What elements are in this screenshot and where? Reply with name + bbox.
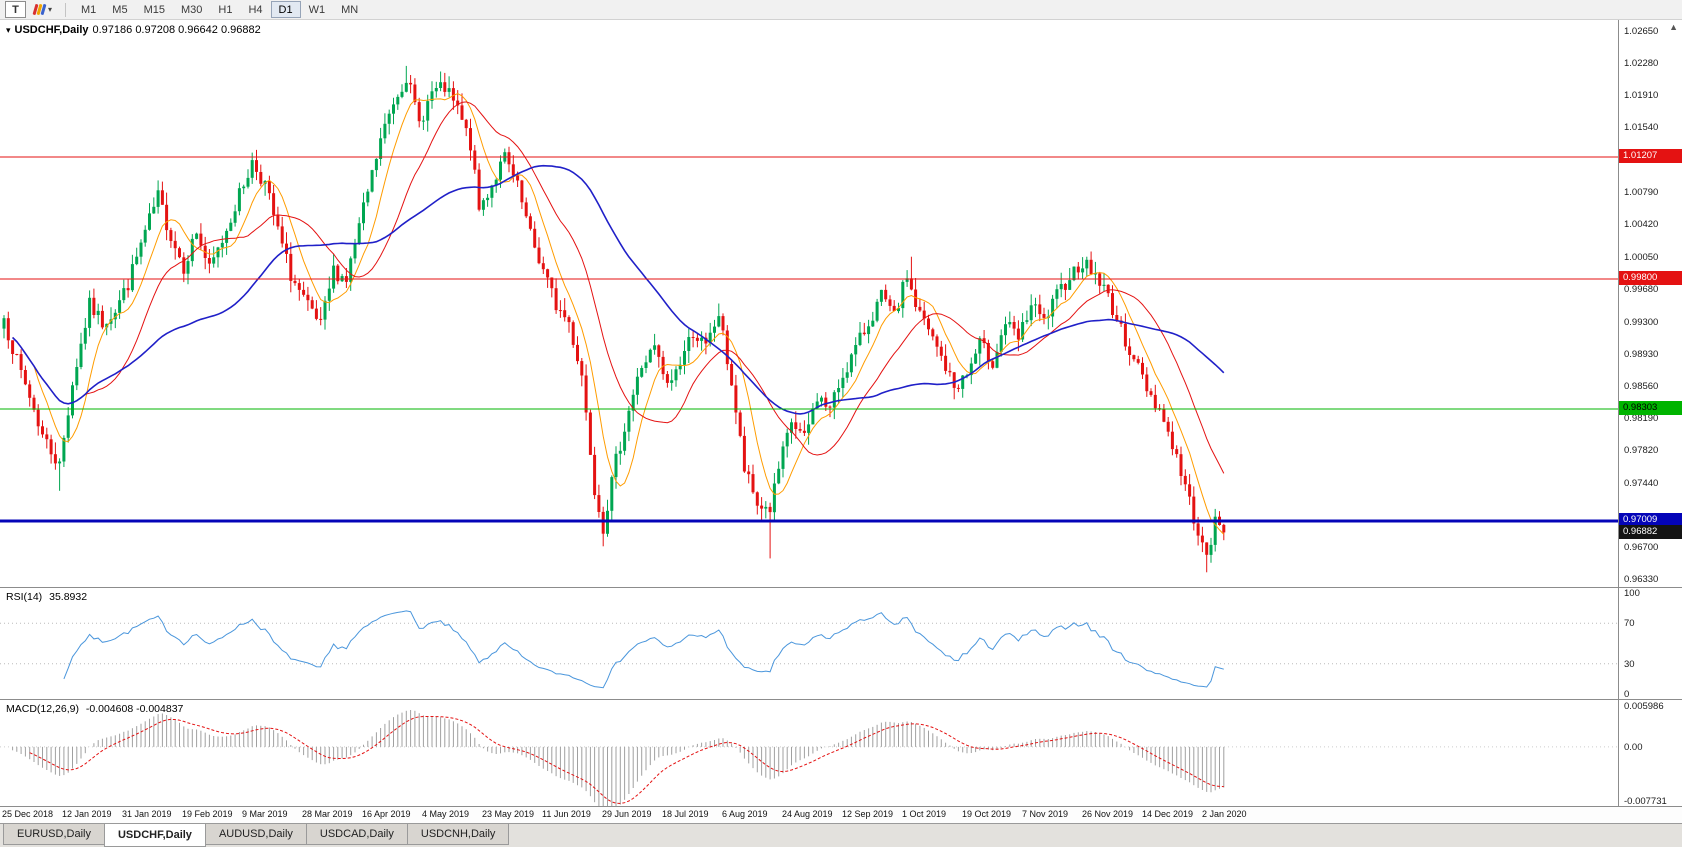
- tab-usdcad-daily[interactable]: USDCAD,Daily: [305, 824, 408, 845]
- crayons-icon: [32, 3, 47, 16]
- date-axis-label: 26 Nov 2019: [1082, 809, 1134, 819]
- tab-eurusd-daily[interactable]: EURUSD,Daily: [3, 824, 105, 845]
- rsi-axis-label: 30: [1624, 659, 1635, 670]
- price-chart-plot[interactable]: [0, 20, 1618, 587]
- date-axis-label: 25 Dec 2018: [2, 809, 54, 819]
- rsi-plot[interactable]: [0, 588, 1618, 699]
- tab-audusd-daily[interactable]: AUDUSD,Daily: [204, 824, 307, 845]
- timeframe-mn[interactable]: MN: [333, 1, 366, 18]
- toolbar: T ▾ M1 M5 M15 M30 H1 H4 D1 W1 MN: [0, 0, 1682, 20]
- rsi-axis-label: 100: [1624, 588, 1640, 599]
- macd-label: MACD(12,26,9): [6, 703, 79, 715]
- date-axis-label: 12 Jan 2019: [62, 809, 112, 819]
- tab-usdchf-daily[interactable]: USDCHF,Daily: [103, 824, 206, 847]
- date-axis-label: 9 Mar 2019: [242, 809, 288, 819]
- date-axis-label: 29 Jun 2019: [602, 809, 652, 819]
- macd-plot[interactable]: [0, 700, 1618, 806]
- price-axis-label: 1.00420: [1624, 219, 1659, 230]
- main-chart-panel: ▾ USDCHF,Daily 0.97186 0.97208 0.96642 0…: [0, 20, 1682, 588]
- timeframe-m15[interactable]: M15: [136, 1, 173, 18]
- price-axis-label: 0.98190: [1624, 413, 1659, 424]
- date-axis-label: 12 Sep 2019: [842, 809, 894, 819]
- hline-price-badge[interactable]: 0.99800: [1619, 271, 1682, 285]
- rsi-panel: RSI(14) 35.8932 100 70 30 0: [0, 588, 1682, 700]
- price-axis-label: 0.99300: [1624, 317, 1659, 328]
- timeframe-w1[interactable]: W1: [301, 1, 334, 18]
- date-axis-label: 14 Dec 2019: [1142, 809, 1194, 819]
- macd-axis-label: 0.005986: [1624, 701, 1664, 712]
- toolbar-separator: [65, 2, 67, 17]
- price-axis-label: 1.00790: [1624, 187, 1659, 198]
- current-price-badge: 0.96882: [1619, 525, 1682, 539]
- price-axis-label: 0.96700: [1624, 542, 1659, 553]
- price-axis-label: 0.96330: [1624, 574, 1659, 585]
- date-axis-label: 24 Aug 2019: [782, 809, 833, 819]
- chevron-down-icon: ▾: [48, 5, 53, 14]
- date-axis-label: 1 Oct 2019: [902, 809, 947, 819]
- date-axis-label: 28 Mar 2019: [302, 809, 353, 819]
- date-axis-label: 18 Jul 2019: [662, 809, 709, 819]
- date-axis[interactable]: 25 Dec 2018 12 Jan 2019 31 Jan 2019 19 Feb …: [0, 807, 1682, 823]
- timeframe-d1[interactable]: D1: [270, 1, 301, 18]
- timeframe-m5[interactable]: M5: [104, 1, 135, 18]
- timeframe-h1[interactable]: H1: [210, 1, 240, 18]
- date-axis-label: 6 Aug 2019: [722, 809, 768, 819]
- rsi-axis-label: 70: [1624, 618, 1635, 629]
- price-axis-label: 1.01910: [1624, 90, 1659, 101]
- date-axis-label: 16 Apr 2019: [362, 809, 411, 819]
- price-axis-label: 0.97440: [1624, 478, 1659, 489]
- price-chart-canvas[interactable]: [0, 20, 1618, 587]
- price-axis[interactable]: 1.02650 1.02280 1.01910 1.01540 1.00790 1.004…: [1618, 20, 1682, 587]
- date-axis-label: 31 Jan 2019: [122, 809, 172, 819]
- macd-axis-label: -0.007731: [1624, 796, 1667, 807]
- date-axis-label: 23 May 2019: [482, 809, 535, 819]
- price-axis-label: 0.99680: [1624, 284, 1659, 295]
- timeframe-h4[interactable]: H4: [240, 1, 270, 18]
- macd-values: -0.004608 -0.004837: [85, 703, 184, 715]
- price-axis-label: 1.02280: [1624, 58, 1659, 69]
- price-axis-label: 0.98930: [1624, 349, 1659, 360]
- macd-axis[interactable]: 0.005986 0.00 -0.007731: [1618, 700, 1682, 807]
- rsi-canvas[interactable]: [0, 588, 1618, 699]
- macd-canvas[interactable]: [0, 700, 1618, 806]
- date-axis-label: 11 Jun 2019: [542, 809, 591, 819]
- chart-type-button[interactable]: T: [5, 1, 26, 18]
- date-axis-label: 4 May 2019: [422, 809, 470, 819]
- date-axis-label: 19 Oct 2019: [962, 809, 1012, 819]
- macd-title: MACD(12,26,9) -0.004608 -0.004837: [6, 703, 187, 715]
- scroll-to-end-icon[interactable]: ▲: [1669, 22, 1678, 32]
- timeframe-m1[interactable]: M1: [73, 1, 104, 18]
- rsi-axis[interactable]: 100 70 30 0: [1618, 588, 1682, 700]
- date-axis-label: 2 Jan 2020: [1202, 809, 1247, 819]
- rsi-title: RSI(14) 35.8932: [6, 591, 91, 603]
- price-axis-label: 1.00050: [1624, 252, 1659, 263]
- chart-symbol-label: USDCHF,Daily: [14, 24, 89, 36]
- hline-price-badge[interactable]: 0.98303: [1619, 401, 1682, 415]
- timeframe-m30[interactable]: M30: [173, 1, 210, 18]
- rsi-label: RSI(14): [6, 591, 43, 603]
- macd-panel: MACD(12,26,9) -0.004608 -0.004837 0.0059…: [0, 700, 1682, 807]
- chart-dropdown-icon[interactable]: ▾: [6, 24, 11, 35]
- date-axis-label: 7 Nov 2019: [1022, 809, 1069, 819]
- colors-dropdown-button[interactable]: ▾: [28, 1, 58, 18]
- tab-usdcnh-daily[interactable]: USDCNH,Daily: [406, 824, 510, 845]
- hline-price-badge[interactable]: 0.97009: [1619, 513, 1682, 527]
- price-axis-label: 1.01540: [1624, 122, 1659, 133]
- macd-axis-label: 0.00: [1624, 742, 1643, 753]
- rsi-axis-label: 0: [1624, 689, 1630, 700]
- price-axis-label: 1.02650: [1624, 26, 1659, 37]
- tab-bar: EURUSD,Daily USDCHF,Daily AUDUSD,Daily USDC…: [0, 823, 1682, 847]
- price-axis-label: 0.98560: [1624, 381, 1659, 392]
- chart-ohlc-values: 0.97186 0.97208 0.96642 0.96882: [92, 24, 261, 36]
- date-axis-label: 19 Feb 2019: [182, 809, 233, 819]
- price-axis-label: 0.97820: [1624, 445, 1659, 456]
- hline-price-badge[interactable]: 1.01207: [1619, 149, 1682, 163]
- chart-title: ▾ USDCHF,Daily 0.97186 0.97208 0.96642 0…: [6, 24, 261, 36]
- timeframe-button-group: M1 M5 M15 M30 H1 H4 D1 W1 MN: [73, 1, 366, 18]
- rsi-value: 35.8932: [49, 591, 88, 603]
